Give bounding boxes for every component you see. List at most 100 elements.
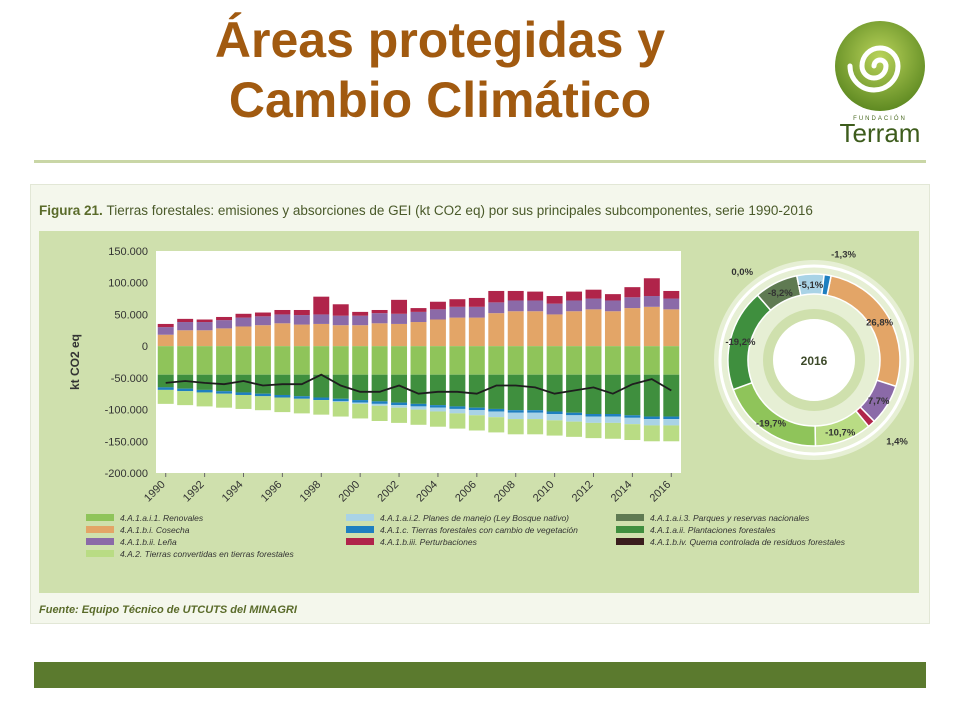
bar-segment: [274, 309, 291, 315]
bar-segment: [235, 394, 252, 409]
bar-segment: [468, 374, 485, 408]
bar-segment: [177, 318, 194, 323]
bar-segment: [468, 317, 485, 347]
bar-segment: [313, 374, 330, 398]
bar-segment: [313, 400, 330, 415]
bar-segment: [410, 322, 427, 347]
bar-segment: [546, 314, 563, 347]
bar-segment: [352, 402, 369, 404]
bar-segment: [274, 346, 291, 375]
bar-segment: [663, 425, 680, 442]
bar-segment: [566, 300, 583, 312]
legend-swatch: [346, 514, 374, 521]
bar-segment: [585, 289, 602, 299]
bar-segment: [468, 346, 485, 375]
bar-segment: [449, 413, 466, 429]
legend-swatch: [86, 514, 114, 521]
bar-segment: [663, 374, 680, 417]
bar-segment: [663, 309, 680, 347]
bar-segment: [546, 296, 563, 304]
bar-segment: [157, 387, 174, 390]
bar-segment: [663, 419, 680, 426]
bar-segment: [371, 403, 388, 406]
bar-segment: [410, 409, 427, 425]
logo-brand: Terram: [840, 118, 921, 148]
bar-segment: [371, 313, 388, 324]
bar-segment: [235, 326, 252, 347]
bar-segment: [313, 296, 330, 315]
bar-segment: [488, 313, 505, 347]
y-tick-label: 150.000: [108, 246, 148, 258]
bar-segment: [488, 411, 505, 418]
bar-segment: [507, 410, 524, 413]
bar-segment: [604, 416, 621, 423]
bar-segment: [293, 315, 310, 325]
bar-segment: [604, 311, 621, 347]
y-tick-label: 0: [142, 341, 148, 353]
bar-segment: [566, 346, 583, 375]
bar-segment: [527, 419, 544, 435]
y-tick-label: 100.000: [108, 278, 148, 290]
bar-segment: [663, 346, 680, 375]
bar-segment: [429, 309, 446, 320]
bar-segment: [293, 396, 310, 399]
bar-segment: [352, 374, 369, 401]
bar-segment: [235, 317, 252, 327]
bar-segment: [624, 415, 641, 418]
bar-segment: [585, 374, 602, 415]
total-line-layer: [165, 373, 672, 395]
bar-segment: [177, 322, 194, 331]
bar-segment: [274, 323, 291, 347]
bar-segment: [157, 374, 174, 388]
bar-segment: [235, 374, 252, 393]
bar-segment: [643, 278, 660, 297]
bar-segment: [274, 314, 291, 324]
bar-segment: [527, 346, 544, 375]
bar-segment: [235, 346, 252, 375]
donut-slice-label: -10,7%: [825, 427, 856, 438]
bar-segment: [313, 397, 330, 401]
legend-swatch: [86, 550, 114, 557]
bar-segment: [332, 315, 349, 326]
legend-swatch: [86, 526, 114, 533]
bar-segment: [352, 311, 369, 316]
bar-segment: [507, 346, 524, 375]
bar-segment: [216, 346, 233, 375]
y-tick-label: -200.000: [105, 468, 148, 480]
donut-slice-label: -5,1%: [798, 280, 823, 291]
figure-caption: Figura 21. Tierras forestales: emisiones…: [39, 203, 813, 218]
legend-label: 4.A.1.b.i. Cosecha: [120, 525, 190, 535]
bar-segment: [585, 416, 602, 423]
donut-slice-label: -1,3%: [831, 249, 856, 260]
legend-label: 4.A.1.c. Tierras forestales con cambio d…: [380, 525, 578, 535]
bar-segment: [313, 346, 330, 375]
bar-segment: [449, 408, 466, 414]
title-divider: [34, 160, 926, 163]
donut-slice-label: 26,8%: [866, 318, 893, 329]
bar-segment: [371, 309, 388, 314]
bar-segment: [371, 323, 388, 347]
bar-segment: [391, 374, 408, 403]
bar-segment: [566, 374, 583, 413]
bar-segment: [507, 290, 524, 301]
total-line: [165, 373, 672, 395]
bar-segment: [216, 320, 233, 329]
bar-segment: [663, 416, 680, 420]
figure-label: Figura 21.: [39, 203, 103, 218]
bar-segment: [177, 346, 194, 375]
bar-segment: [410, 346, 427, 375]
bar-segment: [488, 408, 505, 412]
bar-segment: [643, 419, 660, 426]
bar-segment: [624, 346, 641, 375]
bar-segment: [177, 388, 194, 392]
bar-segment: [429, 301, 446, 310]
bar-segment: [216, 328, 233, 347]
bar-segment: [546, 420, 563, 436]
slide-title-line2: Cambio Climático: [228, 72, 652, 128]
bar-segment: [604, 414, 621, 417]
donut-slice-label: 1,4%: [886, 436, 908, 447]
bar-segment: [468, 297, 485, 307]
bar-segment: [604, 294, 621, 301]
bar-segment: [371, 374, 388, 402]
bar-segment: [566, 415, 583, 422]
